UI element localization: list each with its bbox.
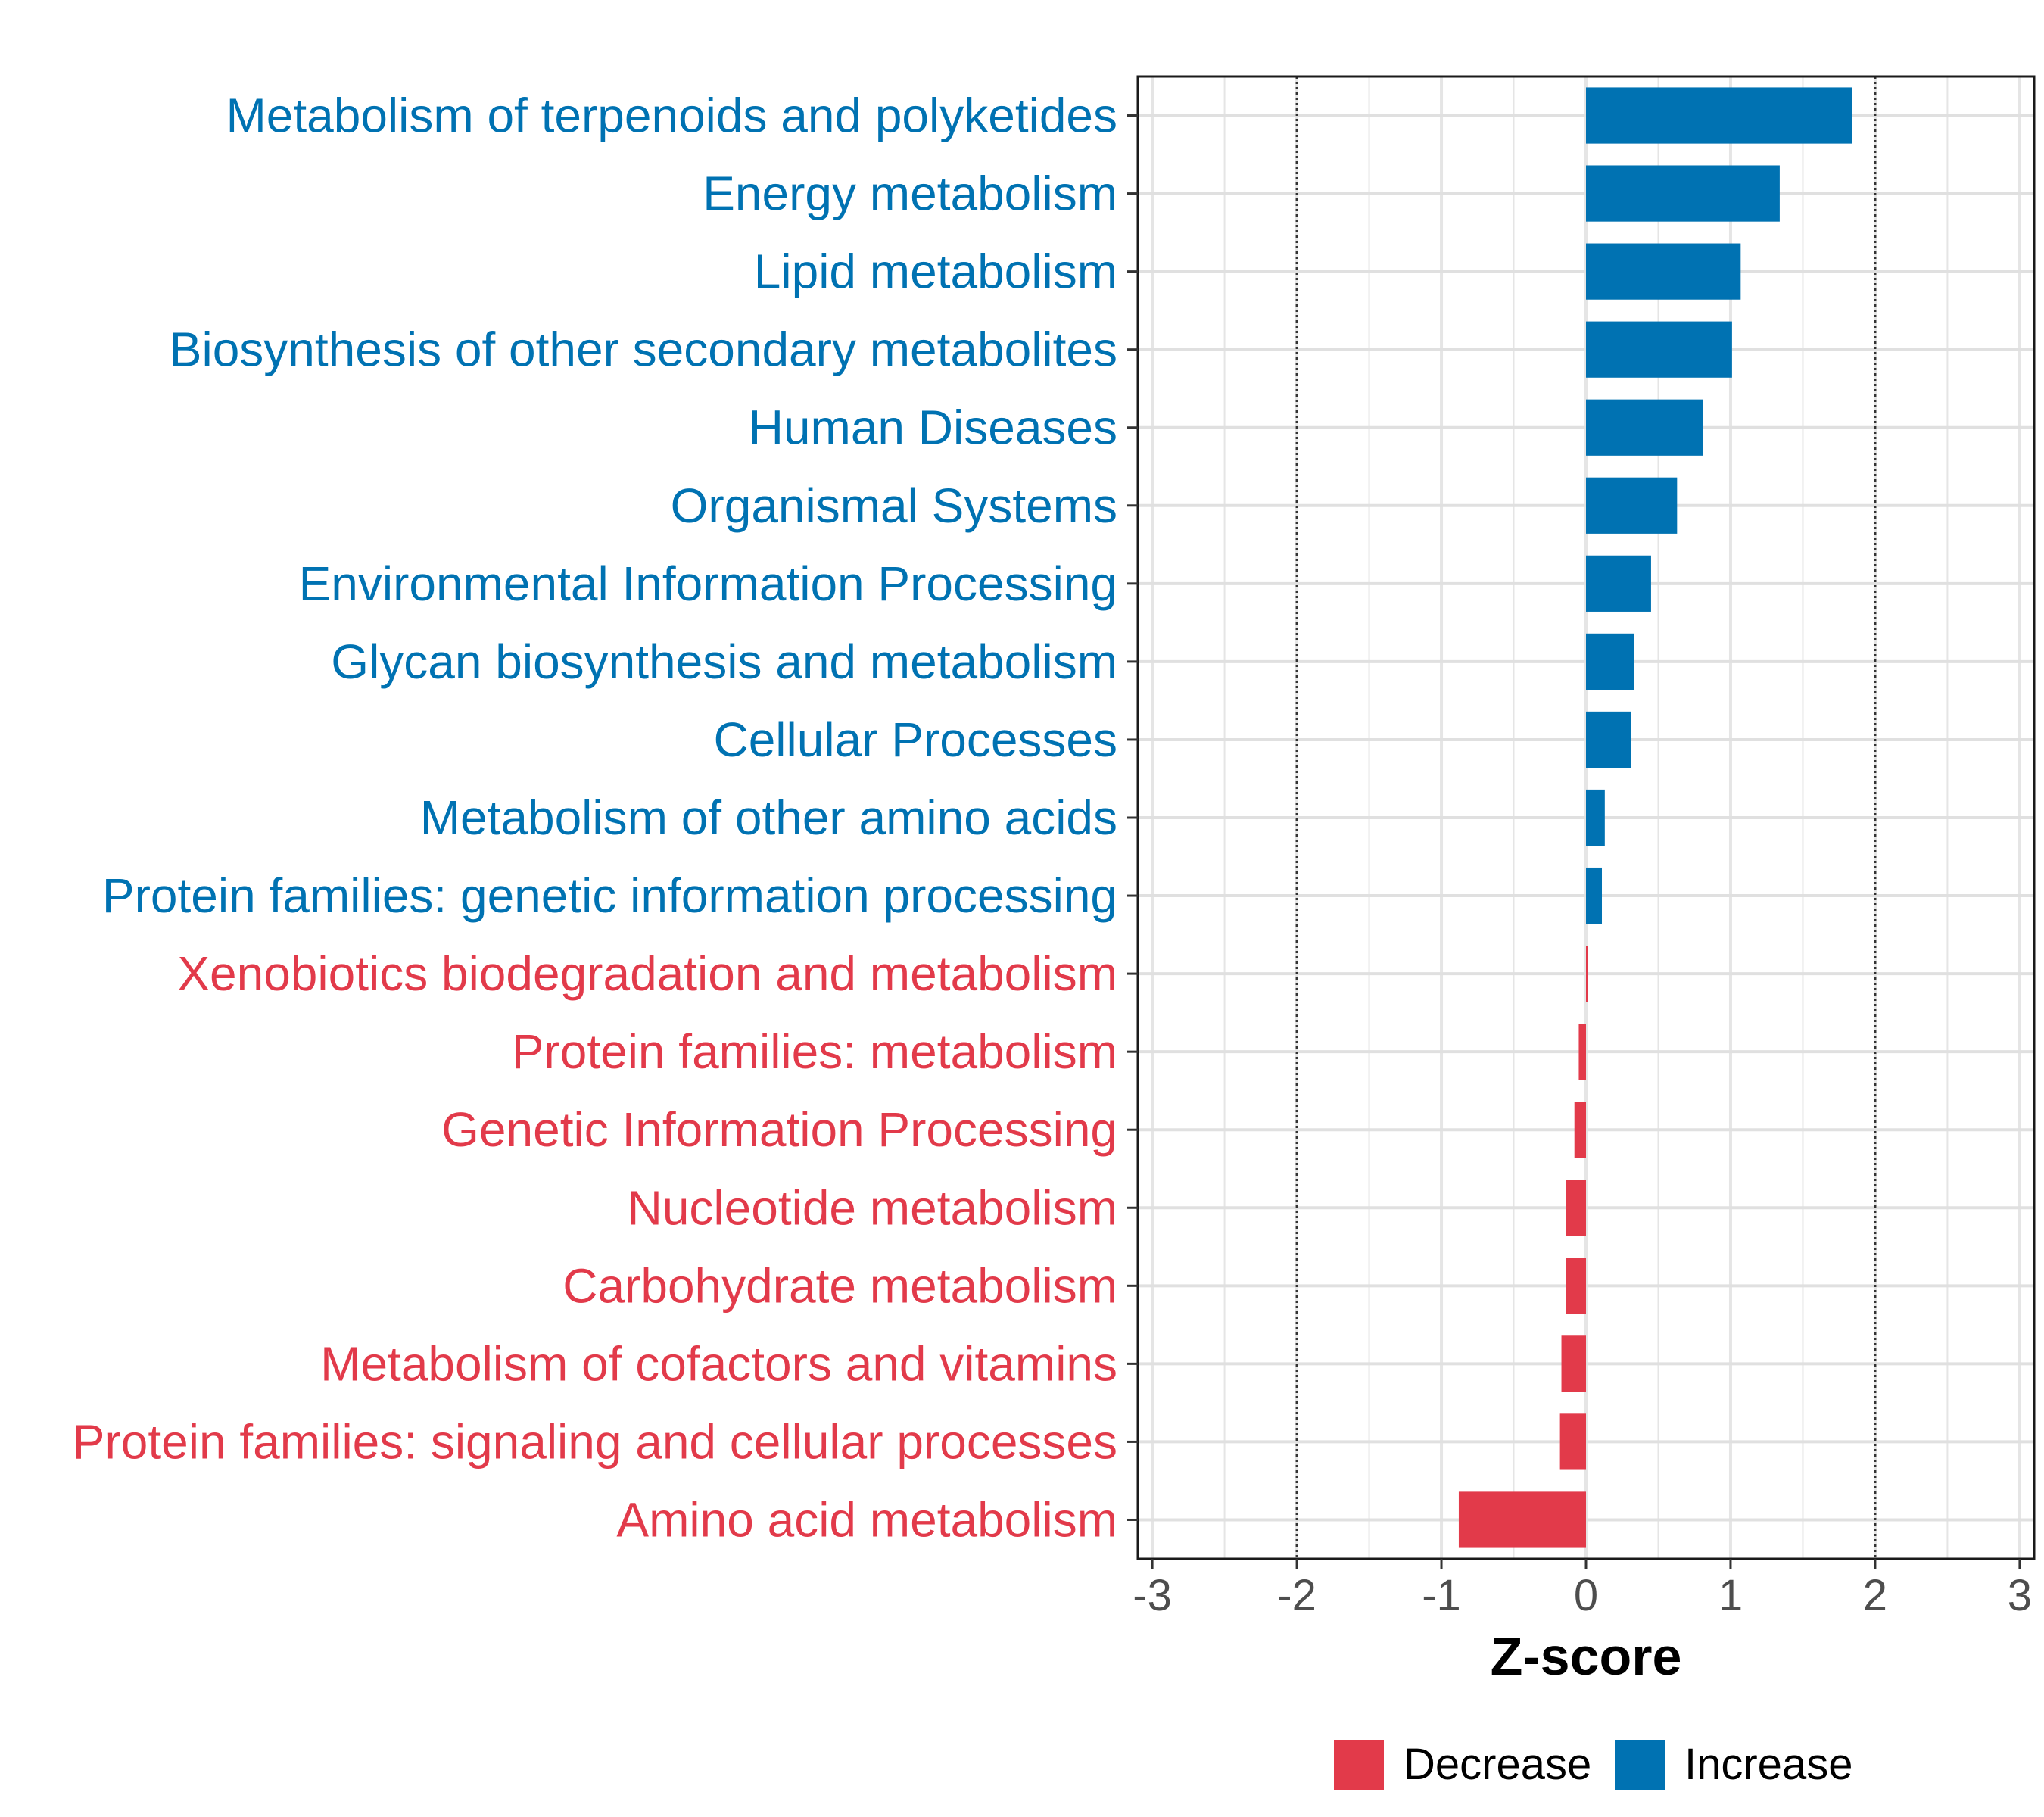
x-axis: -3 -2 -1 0 1 2 3 (1133, 1559, 2032, 1620)
bar (1586, 477, 1678, 534)
legend-swatch-decrease (1334, 1740, 1384, 1790)
bar (1559, 1413, 1586, 1470)
category-label: Metabolism of other amino acids (420, 790, 1117, 845)
category-label: Nucleotide metabolism (628, 1180, 1117, 1235)
x-tick-label: 3 (2008, 1571, 2032, 1620)
bar (1578, 1024, 1586, 1080)
bar (1561, 1335, 1586, 1392)
legend-label-decrease: Decrease (1404, 1740, 1591, 1789)
legend-label-increase: Increase (1684, 1740, 1852, 1789)
category-label: Organismal Systems (671, 478, 1117, 533)
category-label: Amino acid metabolism (616, 1492, 1117, 1547)
bar (1566, 1258, 1586, 1314)
bar (1458, 1491, 1586, 1548)
bar (1586, 946, 1588, 1002)
legend-swatch-increase (1615, 1740, 1665, 1790)
category-label: Carbohydrate metabolism (562, 1258, 1117, 1313)
x-tick-label: 2 (1863, 1571, 1887, 1620)
bar (1586, 633, 1634, 690)
bar (1586, 165, 1780, 222)
category-label: Biosynthesis of other secondary metaboli… (170, 323, 1117, 377)
category-label: Energy metabolism (703, 167, 1117, 221)
x-tick-label: 1 (1718, 1571, 1743, 1620)
category-label: Human Diseases (749, 400, 1117, 455)
bar (1586, 555, 1651, 612)
x-axis-title: Z-score (1491, 1627, 1682, 1686)
bar (1586, 789, 1605, 846)
x-tick-label: -3 (1133, 1571, 1172, 1620)
bar (1574, 1102, 1586, 1158)
category-label: Lipid metabolism (754, 245, 1117, 299)
reference-lines (1295, 76, 1877, 1559)
bars (1458, 87, 1852, 1548)
bar (1586, 87, 1852, 144)
category-label: Protein families: signaling and cellular… (73, 1414, 1117, 1469)
category-label: Protein families: genetic information pr… (102, 868, 1117, 923)
bar (1566, 1180, 1586, 1236)
category-label: Xenobiotics biodegradation and metabolis… (177, 946, 1117, 1001)
bar (1586, 243, 1741, 300)
category-label: Metabolism of cofactors and vitamins (320, 1336, 1117, 1391)
category-label: Environmental Information Processing (299, 556, 1117, 611)
category-label: Glycan biosynthesis and metabolism (331, 634, 1117, 689)
x-tick-label: 0 (1574, 1571, 1598, 1620)
y-axis: Metabolism of terpenoids and polyketides… (73, 89, 1138, 1547)
category-label: Metabolism of terpenoids and polyketides (226, 89, 1117, 143)
category-label: Genetic Information Processing (441, 1102, 1117, 1157)
bar (1586, 321, 1732, 378)
x-tick-label: -2 (1277, 1571, 1316, 1620)
bar (1586, 711, 1631, 768)
x-tick-label: -1 (1422, 1571, 1461, 1620)
category-label: Cellular Processes (713, 712, 1117, 767)
bar (1586, 399, 1703, 456)
legend: Decrease Increase (1334, 1740, 1852, 1790)
category-label: Protein families: metabolism (512, 1024, 1117, 1079)
bar (1586, 867, 1603, 924)
